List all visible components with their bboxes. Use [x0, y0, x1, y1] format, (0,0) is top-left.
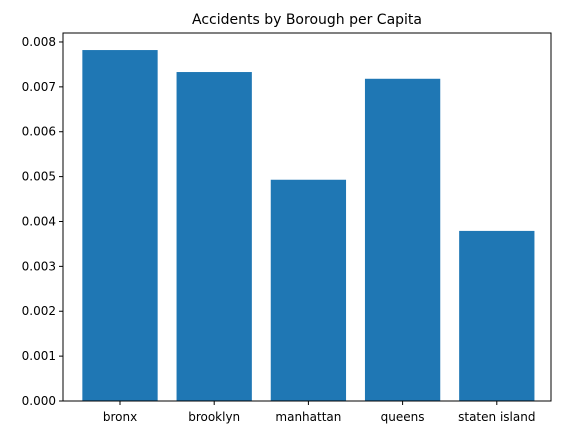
y-tick-label: 0.007 [22, 80, 56, 94]
bar-queens [364, 78, 441, 401]
x-tick-label: staten island [458, 410, 535, 424]
y-tick-label: 0.002 [22, 304, 56, 318]
bar-brooklyn [176, 72, 252, 401]
y-tick-label: 0.003 [22, 259, 56, 273]
y-tick-label: 0.000 [22, 394, 56, 408]
x-tick-label: manhattan [275, 410, 341, 424]
y-tick-label: 0.006 [22, 125, 56, 139]
x-axis: bronx brooklyn manhattan queens staten islan… [103, 401, 535, 424]
chart-title: Accidents by Borough per Capita [192, 12, 422, 28]
x-tick-label: brooklyn [188, 410, 240, 424]
y-tick-label: 0.008 [22, 35, 56, 49]
y-tick-label: 0.001 [22, 349, 56, 363]
plot-frame [62, 32, 552, 402]
bar-bronx [82, 50, 158, 402]
x-tick-label: queens [381, 410, 425, 424]
bars-group [82, 50, 535, 402]
y-axis: 0.000 0.001 0.002 0.003 0.004 0.005 0.006 0.007… [22, 35, 63, 408]
x-tick-label: bronx [103, 410, 137, 424]
y-tick-label: 0.004 [22, 214, 56, 228]
y-tick-label: 0.005 [22, 170, 56, 184]
bar-manhattan [270, 179, 347, 401]
bar-staten-island [459, 230, 535, 401]
